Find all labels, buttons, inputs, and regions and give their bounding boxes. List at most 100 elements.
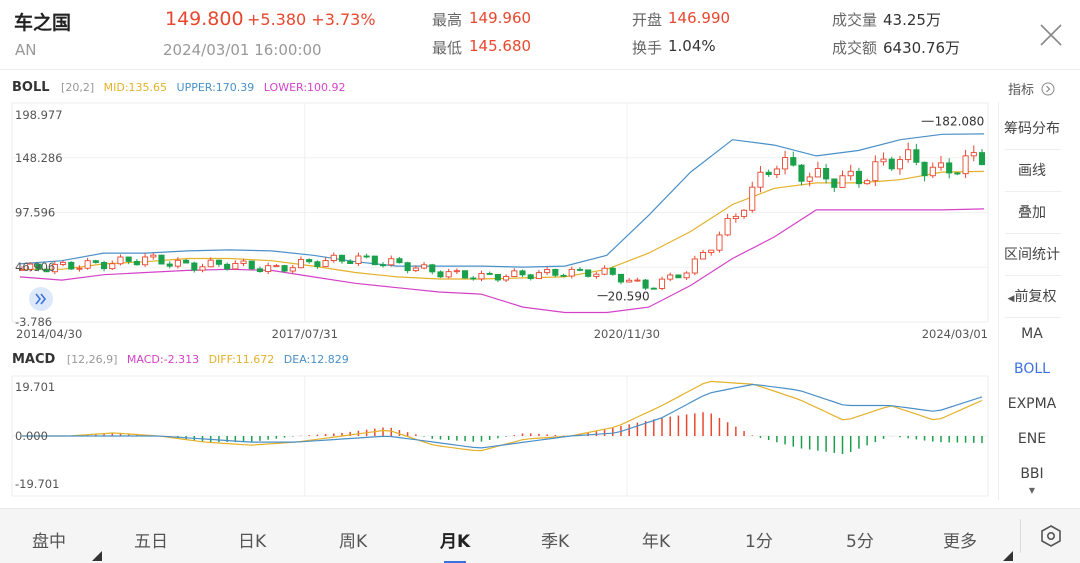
sidebar-overlay[interactable]: 叠加 [1018,205,1046,221]
boll-info: BOLL [20,2] MID:135.65 UPPER:170.39 LOWE… [12,80,346,95]
candle-body [970,152,977,157]
candle-body [109,263,116,270]
tab-intraday[interactable]: 盘中 [32,532,66,552]
candle-body [937,162,945,168]
candle-body [174,259,181,267]
candle-body [379,264,387,267]
candle-body [371,255,378,266]
settings-icon[interactable] [1040,525,1062,547]
tab-week-k[interactable]: 周K [339,532,368,552]
indicator-bbi[interactable]: BBI [1020,466,1044,482]
price-change: +5.380 +3.73% [247,10,376,29]
indicator-expma[interactable]: EXPMA [1007,396,1057,412]
indicator-boll[interactable]: BOLL [1014,361,1050,377]
candle-body [667,274,674,280]
candle-body [125,256,132,262]
candle-body [486,272,493,275]
axis-labels: 198.977 148.286 97.596 46.906 -3.7862014/04/… [15,108,988,491]
price-axis-label: 97.596 [15,205,55,219]
tab-month-k[interactable]: 月K [440,532,471,552]
macd-info: MACD [12,26,9] MACD:-2.313 DIFF:11.672 D… [12,352,349,367]
candle-body [166,263,173,267]
candle-body [404,262,411,272]
price-axis-label: 148.286 [15,151,63,165]
boll-name[interactable]: BOLL [12,80,50,95]
price-grid [11,102,989,323]
corner-caret-icon [1003,551,1013,561]
tools-sidebar: 筹码分布 画线 叠加 区间统计 ◀前复权 MA BOLL EXPMA ENE B… [998,102,1064,500]
macd-lines [22,380,983,452]
high-label: 最高 [432,11,463,29]
open-label: 开盘 [632,11,663,29]
sidebar-adjust[interactable]: ◀前复权 [999,286,1065,306]
candle-body [281,265,288,272]
turnover-value: 1.04% [668,37,716,55]
candle-body [568,268,575,277]
tab-5min[interactable]: 5分 [846,532,874,552]
candle-body [593,273,600,277]
last-price: 149.800 [165,8,244,30]
macd-axis-label: 0.000 [15,429,48,443]
candle-body [831,178,838,188]
candle-body [330,254,337,261]
candle-body [511,270,518,278]
candle-body [363,255,370,258]
candle-body [880,158,887,163]
close-icon[interactable] [1038,22,1064,48]
indicator-ene[interactable]: ENE [1017,431,1047,447]
candle-body [289,267,296,272]
tab-day-k[interactable]: 日K [238,532,267,552]
indicator-ma[interactable]: MA [1021,326,1043,342]
tab-year-k[interactable]: 年K [642,532,671,552]
chevron-right-circle-icon [1041,82,1055,96]
candle-body [215,259,222,265]
boll-params: [20,2] [61,81,95,94]
candle-body [158,254,165,265]
candle-body [626,279,633,283]
candle-body [191,262,198,271]
candle-body [765,171,772,176]
candle-body [601,267,608,275]
candle-body [782,157,789,170]
candle-body [814,168,821,178]
high-marker-label: 182.080 [935,114,985,128]
tab-five-day[interactable]: 五日 [134,532,168,552]
candle-body [905,149,912,161]
macd-name[interactable]: MACD [12,352,56,367]
candle-body [273,265,280,268]
low-marker-label: 20.590 [608,290,650,304]
macd-histogram [70,412,983,454]
date-axis-label: 2020/11/30 [594,327,660,341]
high-value: 149.960 [469,9,532,27]
boll-mid: MID:135.65 [103,81,168,94]
candle-body [658,278,666,289]
candle-body [617,273,625,283]
candle-body [757,171,764,188]
candle-body [708,249,715,253]
candle-body [43,268,50,273]
tab-1min[interactable]: 1分 [745,532,773,552]
indicator-button[interactable]: 指标 [1008,79,1055,98]
candle-body [749,186,756,211]
candle-body [896,159,903,170]
candle-body [84,260,91,269]
sidebar-chip-distribution[interactable]: 筹码分布 [1004,121,1060,137]
date-axis-label: 2024/03/01 [922,327,988,341]
tab-quarter-k[interactable]: 季K [541,532,570,552]
caret-down-icon[interactable]: ▼ [1028,486,1036,495]
tab-more[interactable]: 更多 [943,532,977,552]
volume-label: 成交量 [832,11,878,29]
stock-code: AN [15,41,37,59]
candle-body [338,254,346,262]
candle-body [527,274,534,280]
sidebar-draw-line[interactable]: 画线 [1018,163,1046,179]
scroll-history-button[interactable] [28,286,54,312]
macd-axis-label: 19.701 [15,380,55,394]
candle-body [929,166,936,177]
candle-body [421,264,428,269]
sidebar-range-stats[interactable]: 区间统计 [1004,247,1060,263]
candle-body [798,164,805,182]
kline-chart-area[interactable]: 198.977 148.286 97.596 46.906 -3.7862014/04/… [0,0,1000,500]
candle-body [494,273,501,281]
candle-body [741,209,748,217]
